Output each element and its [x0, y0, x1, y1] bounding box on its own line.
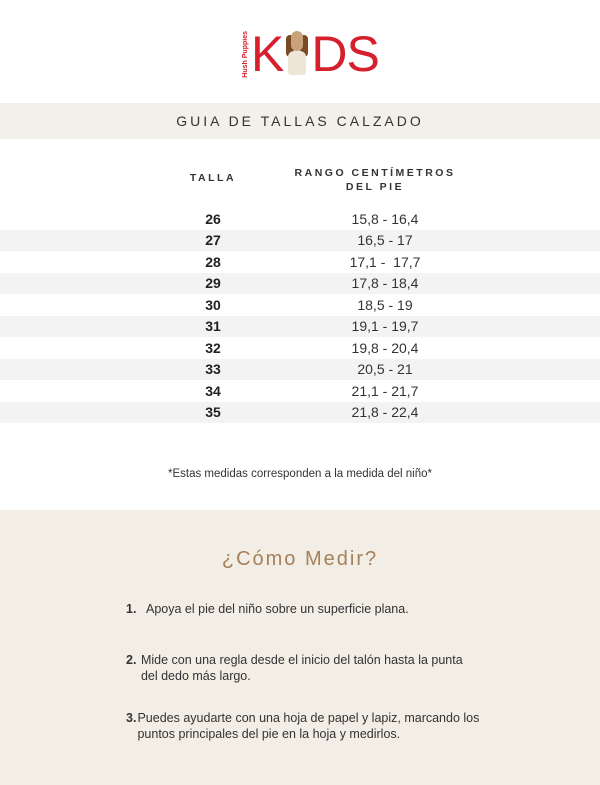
table-row: 32 19,8 - 20,4: [0, 337, 600, 359]
step-1: 1. Apoya el pie del niño sobre un superfi…: [126, 601, 466, 617]
range: 19,8 - 20,4: [351, 339, 419, 356]
size: 33: [205, 361, 221, 378]
step-3: 3. Puedes ayudarte con una hoja de papel …: [126, 710, 486, 742]
size: 30: [205, 296, 221, 313]
logo-k: K: [251, 26, 284, 82]
header-range: RANGO CENTÍMETROS DEL PIE: [275, 166, 475, 194]
range: 20,5 - 21: [357, 361, 413, 378]
size: 34: [205, 382, 221, 399]
logo-brand: Hush Puppies: [242, 30, 249, 78]
section-title: ¿Cómo Medir?: [221, 548, 379, 570]
table-row: 35 21,8 - 22,4: [0, 401, 600, 423]
header-range-line1: RANGO CENTÍMETROS: [294, 167, 456, 179]
logo-ds: DS: [311, 26, 379, 82]
basset-hound-icon: [284, 31, 310, 77]
kids-logo: Hush Puppies K DS: [242, 26, 380, 82]
page-title: GUIA DE TALLAS CALZADO: [0, 103, 600, 139]
size: 29: [205, 275, 221, 292]
footnote: *Estas medidas corresponden a la medida …: [167, 468, 433, 480]
range: 21,1 - 21,7: [351, 382, 419, 399]
range: 17,1 - 17,7: [349, 253, 421, 270]
header-range-line2: DEL PIE: [345, 181, 405, 193]
step-text: Mide con una regla desde el inicio del t…: [140, 653, 463, 683]
table-row: 27 16,5 - 17: [0, 229, 600, 251]
step-2: 2. Mide con una regla desde el inicio del…: [126, 652, 466, 684]
range: 21,8 - 22,4: [351, 404, 419, 421]
range: 17,8 - 18,4: [351, 275, 419, 292]
table-row: 26 15,8 - 16,4: [0, 208, 600, 230]
step-number: 3.: [126, 711, 137, 725]
header-size: TALLA: [189, 172, 237, 184]
range: 15,8 - 16,4: [351, 210, 419, 227]
size-table: 26 15,8 - 16,4 27 16,5 - 17 28 17,1 - 17,7 …: [0, 208, 600, 423]
size: 26: [205, 210, 221, 227]
table-row: 31 19,1 - 19,7: [0, 315, 600, 337]
step-number: 1.: [126, 602, 137, 616]
table-row: 28 17,1 - 17,7: [0, 251, 600, 273]
size: 28: [205, 253, 221, 270]
table-row: 34 21,1 - 21,7: [0, 380, 600, 402]
range: 16,5 - 17: [357, 232, 413, 249]
step-text: Apoya el pie del niño sobre un superfici…: [146, 602, 409, 616]
how-to-measure-section: ¿Cómo Medir? 1. Apoya el pie del niño sob…: [0, 510, 600, 785]
step-text: Puedes ayudarte con una hoja de papel y …: [137, 711, 480, 741]
size: 35: [205, 404, 221, 421]
range: 18,5 - 19: [357, 296, 413, 313]
range: 19,1 - 19,7: [351, 318, 419, 335]
step-number: 2.: [126, 653, 137, 667]
table-row: 33 20,5 - 21: [0, 358, 600, 380]
table-row: 30 18,5 - 19: [0, 294, 600, 316]
size: 32: [205, 339, 221, 356]
size: 27: [205, 232, 221, 249]
table-row: 29 17,8 - 18,4: [0, 272, 600, 294]
size: 31: [205, 318, 221, 335]
